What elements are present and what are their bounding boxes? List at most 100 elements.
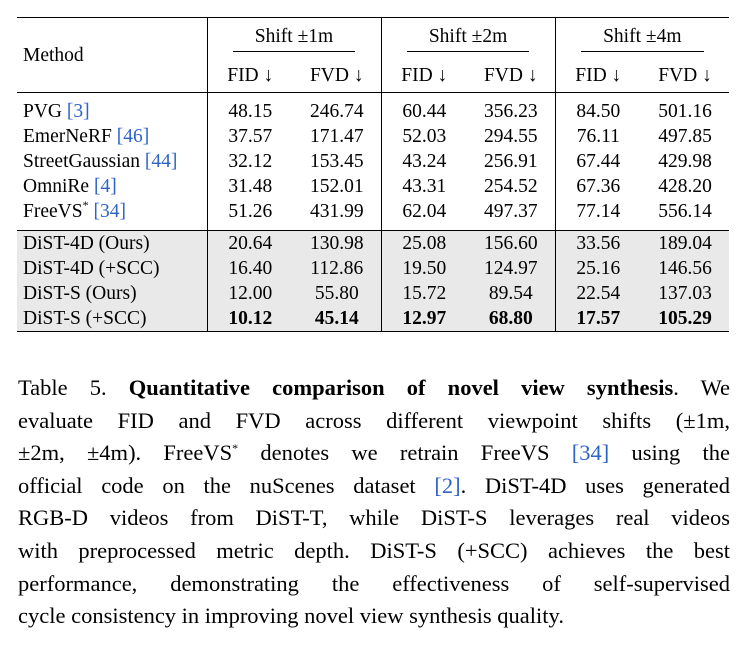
value-cell: 32.12	[206, 149, 293, 174]
value-cell: 189.04	[641, 230, 730, 256]
shift-2m-header: Shift ±2m	[380, 17, 556, 58]
value-cell: 17.57	[554, 306, 642, 332]
caption-line-7: performance, demonstrating the effective…	[18, 570, 730, 596]
citation-link[interactable]: [4]	[93, 176, 117, 197]
value-cell: 22.54	[554, 281, 642, 306]
value-cell: 25.16	[554, 256, 642, 281]
value-cell: 294.55	[483, 126, 538, 147]
table-row: FreeVS* [34] 51.26 431.99 62.04 497.37 77.14 5…	[17, 199, 729, 231]
citation-link[interactable]: [44]	[144, 151, 178, 172]
method-name-cell: EmerNeRF [46]	[23, 126, 150, 147]
value-cell: 153.45	[309, 151, 364, 172]
value-cell: 256.91	[483, 151, 538, 172]
method-name-cell: DiST-S (Ours)	[17, 281, 207, 306]
value-cell: 137.03	[641, 281, 730, 306]
value-cell: 246.74	[309, 101, 364, 122]
citation-link[interactable]: [34]	[571, 440, 610, 466]
value-cell: 105.29	[641, 306, 730, 332]
caption-line-3: ±2m, ±4m). FreeVS* denotes we retrain Fr…	[18, 440, 731, 466]
method-name-cell: FreeVS* [34]	[23, 198, 126, 222]
results-table: Method Shift ±1m Shift ±2m Shift ±4m FID…	[17, 17, 730, 332]
caption-label: Table 5.	[18, 375, 107, 400]
citation-link[interactable]: [34]	[93, 201, 126, 222]
table-row: EmerNeRF [46] 37.57 171.47 52.03 294.55 76.11…	[17, 124, 729, 149]
caption-line-1: Table 5. Quantitative comparison of nove…	[18, 375, 730, 400]
method-name-cell: DiST-S (+SCC)	[17, 306, 207, 332]
value-cell: 31.48	[206, 174, 293, 199]
value-cell: 152.01	[309, 176, 364, 197]
value-cell: 428.20	[658, 176, 712, 197]
value-cell: 10.12	[206, 306, 293, 332]
caption-line-6: with preprocessed metric depth. DiST-S (…	[18, 537, 730, 563]
citation-link[interactable]: [2]	[434, 472, 461, 498]
value-cell: 52.03	[380, 124, 468, 149]
table-row: DiST-4D (Ours) 20.64 130.98 25.08 156.60 33.5…	[17, 230, 730, 256]
value-cell: 124.97	[467, 256, 556, 281]
method-name-cell: DiST-4D (Ours)	[17, 230, 207, 256]
value-cell: 356.23	[483, 101, 538, 122]
value-cell: 130.98	[293, 230, 382, 256]
value-cell: 55.80	[293, 281, 382, 306]
method-name-cell: PVG [3]	[23, 101, 90, 122]
value-cell: 497.85	[658, 126, 712, 147]
table-row: StreetGaussian [44] 32.12 153.45 43.24 256.9…	[17, 149, 729, 174]
fvd-header-2m: FVD ↓	[483, 64, 538, 86]
ours-rows: DiST-4D (Ours) 20.64 130.98 25.08 156.60 33.5…	[17, 230, 730, 332]
value-cell: 43.31	[380, 174, 468, 199]
value-cell: 76.11	[554, 124, 642, 149]
fid-header-4m: FID ↓	[554, 58, 642, 93]
caption-title: Quantitative comparison of novel view sy…	[128, 375, 674, 400]
value-cell: 16.40	[206, 256, 293, 281]
results-table-container: Method Shift ±1m Shift ±2m Shift ±4m FID…	[17, 17, 730, 332]
value-cell: 25.08	[380, 230, 468, 256]
table-row: DiST-S (Ours) 12.00 55.80 15.72 89.54 22.54 13…	[17, 281, 730, 306]
value-cell: 67.44	[554, 149, 642, 174]
value-cell: 501.16	[658, 101, 712, 122]
table-row: DiST-4D (+SCC) 16.40 112.86 19.50 124.97 25.1…	[17, 256, 730, 281]
value-cell: 12.97	[380, 306, 468, 332]
shift-4m-header: Shift ±4m	[554, 17, 730, 58]
value-cell: 89.54	[467, 281, 556, 306]
value-cell: 12.00	[206, 281, 293, 306]
method-name-cell: DiST-4D (+SCC)	[17, 256, 207, 281]
value-cell: 67.36	[554, 174, 642, 199]
value-cell: 45.14	[293, 306, 382, 332]
value-cell: 33.56	[554, 230, 642, 256]
value-cell: 497.37	[483, 201, 538, 222]
fvd-header-1m: FVD ↓	[309, 64, 364, 86]
value-cell: 112.86	[293, 256, 382, 281]
citation-link[interactable]: [46]	[116, 126, 150, 147]
value-cell: 43.24	[380, 149, 468, 174]
caption-line-5: RGB-D videos from DiST-T, while DiST-S l…	[18, 505, 730, 531]
value-cell: 84.50	[554, 92, 642, 124]
table-row: OmniRe [4] 31.48 152.01 43.31 254.52 67.36 428…	[17, 174, 729, 199]
method-name-cell: OmniRe [4]	[23, 176, 117, 197]
value-cell: 556.14	[658, 201, 712, 222]
value-cell: 51.26	[206, 199, 293, 231]
method-name-cell: StreetGaussian [44]	[23, 151, 178, 172]
value-cell: 156.60	[467, 230, 556, 256]
method-header: Method	[23, 44, 84, 66]
value-cell: 19.50	[380, 256, 468, 281]
value-cell: 431.99	[309, 201, 364, 222]
value-cell: 68.80	[467, 306, 556, 332]
value-cell: 146.56	[641, 256, 730, 281]
value-cell: 15.72	[380, 281, 468, 306]
caption-line-4: official code on the nuScenes dataset [2…	[18, 472, 731, 498]
fvd-header-4m: FVD ↓	[658, 64, 712, 86]
value-cell: 37.57	[206, 124, 293, 149]
value-cell: 254.52	[483, 176, 538, 197]
value-cell: 429.98	[658, 151, 712, 172]
caption-line-2: evaluate FID and FVD across different vi…	[18, 407, 730, 433]
value-cell: 48.15	[206, 92, 293, 124]
table-row: DiST-S (+SCC) 10.12 45.14 12.97 68.80 17.57 10…	[17, 306, 730, 332]
fid-header-1m: FID ↓	[206, 58, 293, 93]
baseline-rows: PVG [3] 48.15 246.74 60.44 356.23 84.50 501.16…	[17, 92, 730, 231]
citation-link[interactable]: [3]	[66, 101, 90, 122]
value-cell: 20.64	[206, 230, 293, 256]
shift-1m-header: Shift ±1m	[206, 17, 382, 58]
value-cell: 62.04	[380, 199, 468, 231]
fid-header-2m: FID ↓	[380, 58, 468, 93]
caption-line-8: cycle consistency in improving novel vie…	[18, 603, 564, 629]
value-cell: 77.14	[554, 199, 642, 231]
